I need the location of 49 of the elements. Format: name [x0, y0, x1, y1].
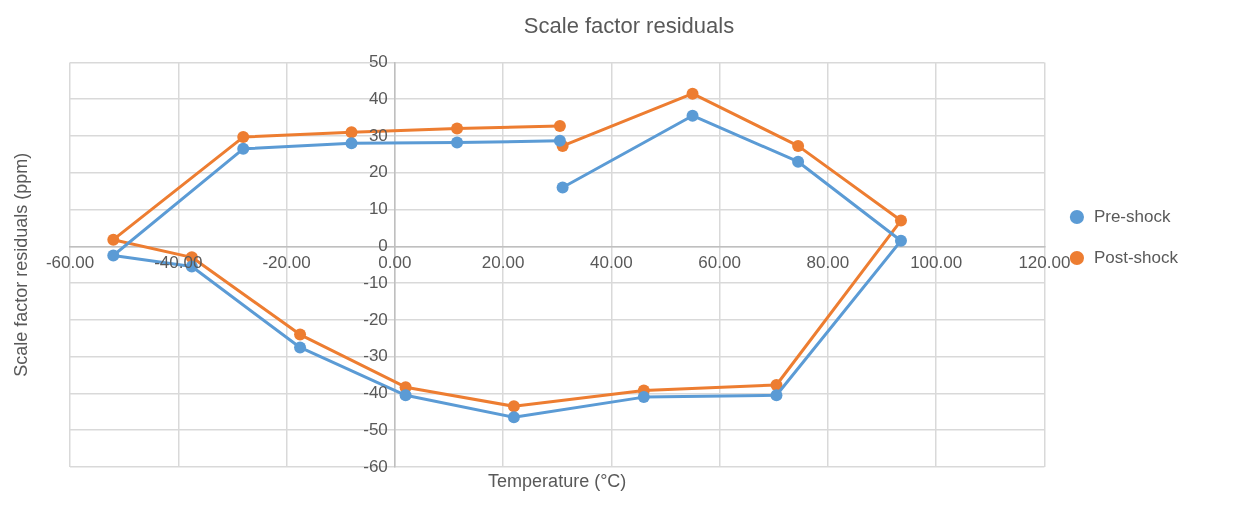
point [637, 391, 650, 404]
x-tick-label: 20.00 [481, 253, 525, 273]
y-tick-label: 10 [368, 199, 388, 219]
point [345, 126, 358, 139]
point [507, 400, 520, 413]
x-tick-label: -60.00 [45, 253, 95, 273]
point [792, 139, 805, 152]
point [237, 142, 250, 155]
point [294, 328, 307, 341]
point [345, 137, 358, 150]
y-axis-title: Scale factor residuals (ppm) [10, 152, 31, 377]
y-tick-label: -10 [363, 272, 388, 292]
chart-title: Scale factor residuals [523, 13, 735, 39]
legend-label: Post-shock [1093, 247, 1179, 267]
y-tick-label: 20 [368, 162, 388, 182]
y-tick-label: 0 [378, 236, 388, 255]
point [237, 131, 250, 144]
x-tick-label: -20.00 [262, 253, 311, 273]
y-tick-label: -20 [363, 309, 388, 329]
y-tick-label: 40 [368, 88, 388, 108]
point [294, 341, 307, 354]
point [792, 155, 805, 168]
point [451, 136, 464, 149]
y-tick-label: -40 [363, 383, 388, 403]
y-tick-label: 50 [368, 52, 388, 72]
point [553, 134, 566, 147]
point [556, 181, 569, 194]
point [894, 234, 907, 247]
point [686, 87, 699, 100]
x-tick-label: 100.00 [910, 253, 963, 273]
x-tick-label: 40.00 [590, 253, 633, 273]
x-tick-label: 120.00 [1018, 253, 1071, 273]
y-tick-label: -30 [363, 346, 388, 366]
x-tick-label: 60.00 [698, 253, 741, 273]
x-axis-title: Temperature (°C) [488, 470, 627, 491]
point [686, 109, 699, 122]
point [894, 214, 907, 227]
point [507, 411, 520, 424]
point [107, 249, 120, 262]
y-tick-label: -60 [363, 456, 388, 476]
x-tick-label: 80.00 [806, 253, 850, 273]
point [770, 389, 783, 402]
point [553, 120, 566, 133]
point [399, 389, 412, 402]
x-tick-label: 0.00 [378, 253, 412, 273]
legend-label: Pre-shock [1093, 206, 1171, 226]
point [451, 122, 464, 135]
point [107, 233, 120, 246]
y-tick-label: -50 [363, 419, 388, 439]
